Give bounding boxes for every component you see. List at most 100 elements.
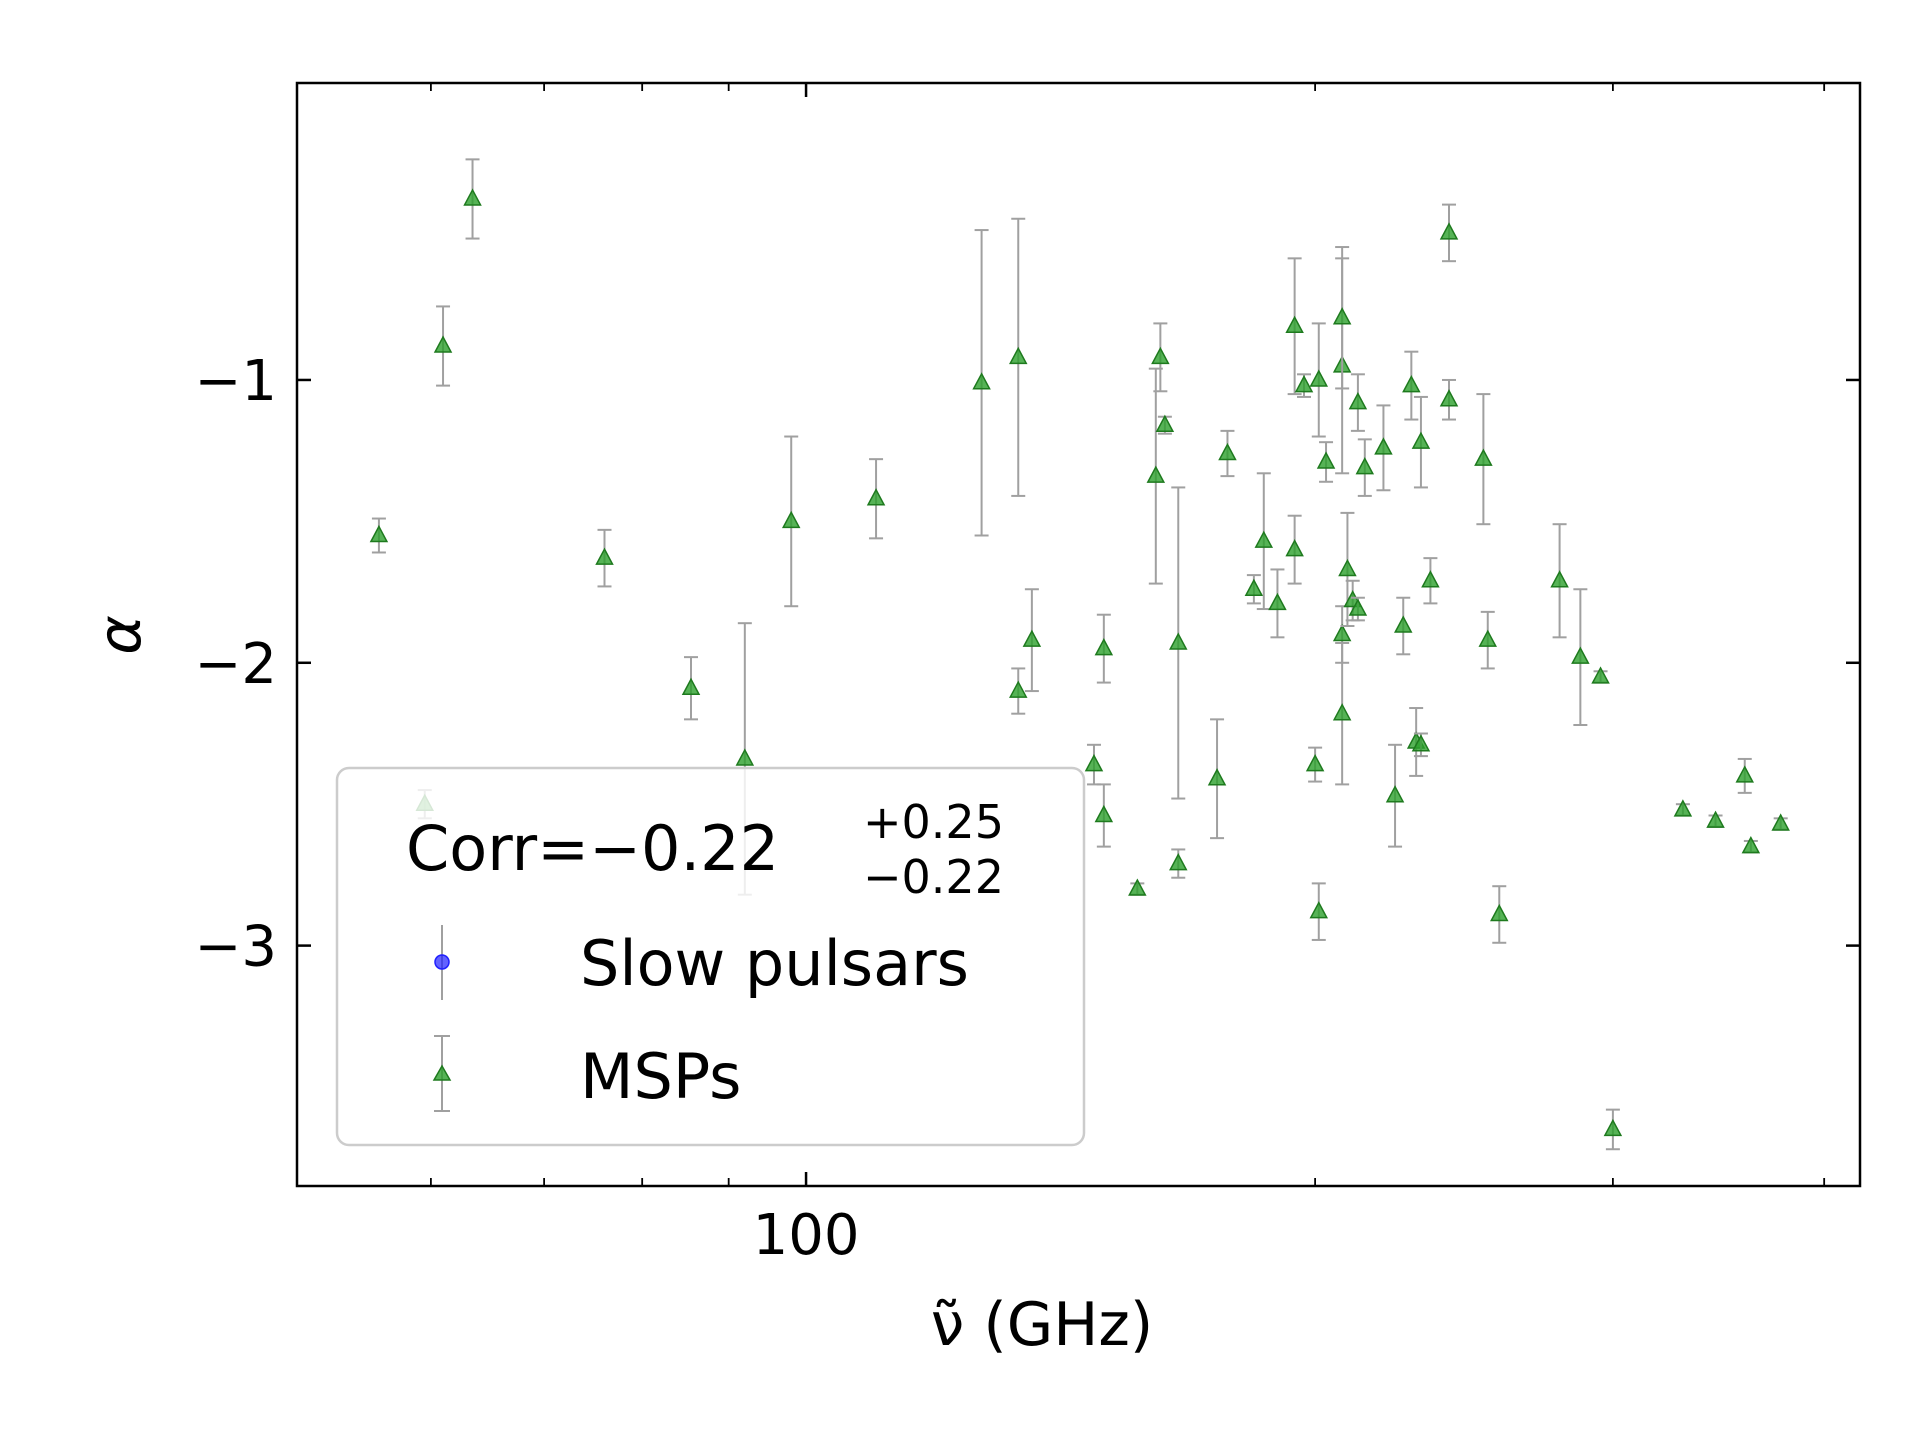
msp-point (1218, 429, 1237, 478)
msp-point (1294, 373, 1314, 398)
msp-point (1207, 718, 1227, 840)
msp-marker (681, 677, 701, 695)
msp-marker (1332, 703, 1352, 721)
msp-marker (1169, 852, 1188, 871)
msp-point (1741, 836, 1761, 854)
msp-point (595, 528, 614, 588)
msp-point (1244, 574, 1264, 605)
msp-point (1348, 596, 1368, 622)
msp-point (1591, 666, 1610, 684)
msp-marker (369, 524, 389, 543)
msp-marker (735, 748, 755, 766)
msp-point (1478, 610, 1498, 670)
msp-marker (1411, 734, 1431, 752)
y-tick-label: −3 (194, 915, 277, 980)
msp-marker (1207, 768, 1227, 786)
msp-point (1402, 350, 1421, 421)
msp-marker (1294, 375, 1314, 393)
legend-title-subscript: −0.22 (863, 850, 1004, 904)
msp-marker (1439, 389, 1459, 407)
msp-marker (1009, 680, 1028, 698)
legend-title-superscript: +0.25 (863, 795, 1004, 849)
msp-point (1411, 732, 1431, 758)
msp-point (866, 458, 886, 540)
msp-marker (1218, 442, 1237, 461)
msp-point (1439, 378, 1459, 421)
msp-marker (1332, 623, 1352, 642)
msp-point (1706, 810, 1725, 828)
msp-point (1009, 667, 1028, 715)
msp-marker (1478, 629, 1498, 647)
msp-point (1094, 783, 1114, 848)
legend-entry-msps: MSPs (580, 1040, 741, 1113)
msp-marker (1439, 222, 1459, 240)
axis-ticks: 100 −1 −2 −3 (194, 83, 1860, 1268)
msp-point (1332, 641, 1352, 786)
msp-point (1309, 322, 1329, 438)
msp-point (1155, 414, 1175, 435)
legend: Corr=−0.22 +0.25 −0.22 Slow pulsars MSPs (335, 766, 1086, 1147)
msp-marker (1741, 836, 1761, 854)
msp-point (1022, 588, 1042, 693)
msp-marker (1309, 369, 1329, 387)
msp-marker (1285, 315, 1304, 333)
msp-point (1374, 404, 1393, 492)
msp-marker (1421, 570, 1440, 588)
msp-point (1439, 203, 1459, 263)
msp-point (1348, 373, 1368, 432)
msp-marker (1151, 346, 1170, 365)
x-tick-label: 100 (753, 1203, 860, 1268)
msp-point (1393, 596, 1413, 656)
msp-marker (1571, 646, 1590, 664)
msp-point (1385, 743, 1405, 848)
msp-marker (1094, 804, 1114, 823)
legend-slow-marker (434, 954, 450, 970)
msp-point (1146, 367, 1166, 585)
msp-point (1285, 257, 1304, 396)
msp-point (1603, 1108, 1623, 1151)
msp-point (1084, 743, 1104, 786)
msp-point (1305, 746, 1325, 783)
legend-entry-slow-pulsars: Slow pulsars (580, 927, 969, 1000)
msp-marker (1332, 307, 1352, 325)
legend-msp-marker (432, 1064, 452, 1081)
msp-point (1571, 588, 1590, 727)
msp-point (1151, 322, 1170, 393)
msp-marker (463, 188, 482, 206)
msp-marker (1285, 539, 1304, 557)
msp-point (1094, 613, 1114, 684)
y-tick-label: −1 (194, 349, 277, 414)
msp-marker (1348, 391, 1368, 410)
msp-marker (1009, 346, 1028, 365)
msp-marker (781, 510, 801, 529)
msp-point (1254, 472, 1274, 611)
msp-point (1355, 438, 1375, 497)
msp-marker (1411, 431, 1431, 449)
msp-marker (1309, 901, 1329, 919)
msp-marker (1603, 1118, 1623, 1137)
plot-frame (295, 81, 1862, 1188)
msp-point (972, 229, 991, 537)
msp-point (1309, 882, 1329, 941)
msp-marker (972, 372, 991, 390)
msp-marker (1155, 414, 1175, 432)
msp-marker (1706, 810, 1725, 828)
msp-marker (1084, 754, 1104, 772)
legend-box (335, 766, 1086, 1147)
msp-point (1332, 246, 1352, 390)
msp-marker (1268, 592, 1287, 611)
msp-marker (1355, 457, 1375, 475)
msp-point (1285, 514, 1304, 585)
msp-marker (1022, 629, 1042, 647)
y-axis-label: α (85, 615, 155, 655)
msp-point (681, 656, 701, 721)
msp-marker (1550, 570, 1569, 588)
y-tick-label: −2 (194, 632, 277, 697)
msp-point (1421, 557, 1440, 605)
msp-marker (1771, 813, 1790, 831)
msp-point (1550, 523, 1569, 639)
legend-title: Corr=−0.22 (406, 812, 779, 885)
msp-marker (1316, 451, 1336, 469)
msp-point (1411, 395, 1431, 489)
